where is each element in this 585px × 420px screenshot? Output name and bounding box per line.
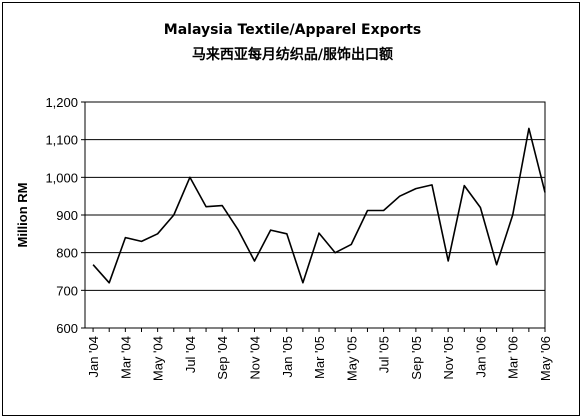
y-tick-label: 800 xyxy=(56,246,78,261)
y-tick-label: 600 xyxy=(56,321,78,336)
y-tick-label: 700 xyxy=(56,283,78,298)
x-tick-label: Jul '04 xyxy=(183,336,198,373)
gridlines xyxy=(85,139,545,291)
x-tick-label: May '04 xyxy=(151,336,166,381)
x-tick-label: May '05 xyxy=(344,336,359,381)
x-tick-label: Nov '04 xyxy=(247,336,262,380)
x-tick-label: Nov '05 xyxy=(441,336,456,380)
x-tick-label: Mar '06 xyxy=(506,336,521,379)
x-tick-label: Mar '04 xyxy=(118,336,133,379)
x-tick-label: May '06 xyxy=(538,336,553,381)
x-tick-label: Jan '04 xyxy=(86,336,101,378)
y-tick-label: 1,200 xyxy=(45,95,78,110)
x-tick-label: Jan '05 xyxy=(280,336,295,378)
chart-title: Malaysia Textile/Apparel Exports xyxy=(163,22,422,38)
series-line xyxy=(92,127,546,284)
y-axis-ticks: 600 700 800 900 1,000 1,100 1,200 xyxy=(45,95,85,336)
x-tick-label: Mar '05 xyxy=(312,336,327,379)
x-tick-label: Jan '06 xyxy=(473,336,488,378)
x-tick-label: Jul '05 xyxy=(377,336,392,373)
chart-frame xyxy=(2,2,580,416)
x-tick-label: Sep '05 xyxy=(409,336,424,380)
x-tick-label: Sep '04 xyxy=(215,336,230,380)
y-tick-label: 900 xyxy=(56,208,78,223)
y-tick-label: 1,100 xyxy=(45,133,78,148)
y-axis-label: Million RM xyxy=(15,183,30,248)
chart-subtitle: 马来西亚每月纺织品/服饰出口额 xyxy=(191,47,394,63)
x-axis-ticks: Jan '04 Mar '04 May '04 Jul '04 Sep '04 Nov '… xyxy=(86,328,553,381)
y-tick-label: 1,000 xyxy=(45,170,78,185)
